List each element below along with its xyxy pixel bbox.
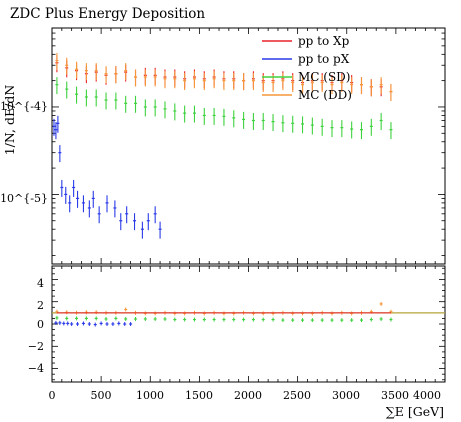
ratio-y-tick-2: 2 [37,299,44,312]
ratio-y-tick-0: 0 [37,318,44,331]
series-pp-to-px [52,115,162,239]
ratio-y-tick-4: 4 [37,277,44,290]
x-tick-label-1500: 1500 [185,389,213,402]
ratio-y-tick-neg2: −2 [28,340,44,353]
x-tick-label-3500: 3500 [381,389,409,402]
legend-label-mc-dd: MC (DD) [298,88,352,102]
ratio-series-pp-to-px [54,320,133,327]
legend: pp to Xp pp to pX MC (SD) MC (DD) [262,34,352,102]
x-tick-label-500: 500 [91,389,112,402]
y-axis-label: 1/N, dE/dN [2,85,17,156]
legend-label-pp-to-xp: pp to Xp [298,34,350,48]
legend-label-mc-sd: MC (SD) [298,70,351,84]
main-plot-frame [51,27,446,265]
legend-label-pp-to-px: pp to pX [298,52,350,66]
ratio-series-mc-sd [55,315,393,323]
x-tick-label-4000: 4000 [413,389,441,402]
ratio-plot-ticks [51,266,446,382]
series-mc-sd [55,77,393,140]
x-tick-label-1000: 1000 [136,389,164,402]
ratio-plot-frame [51,265,446,383]
x-tick-label-3000: 3000 [332,389,360,402]
series-mc-dd [55,52,393,102]
ratio-y-tick-neg4: −4 [28,362,44,375]
x-axis-label: ∑E [GeV] [386,404,444,419]
ratio-plot-data [52,301,445,327]
x-tick-label-0: 0 [49,389,56,402]
ratio-series-mc-dd [55,301,393,316]
main-plot-ticks [51,27,446,264]
y-tick-label-1e-4: 10^{-4} [0,100,48,113]
x-tick-label-2000: 2000 [234,389,262,402]
chart-title: ZDC Plus Energy Deposition [10,6,205,22]
y-tick-label-1e-5: 10^{-5} [0,192,48,205]
x-tick-label-2500: 2500 [283,389,311,402]
x-tick-labels: 0 500 1000 1500 2000 2500 3000 3500 4000 [49,389,442,402]
main-plot-data [52,52,393,239]
